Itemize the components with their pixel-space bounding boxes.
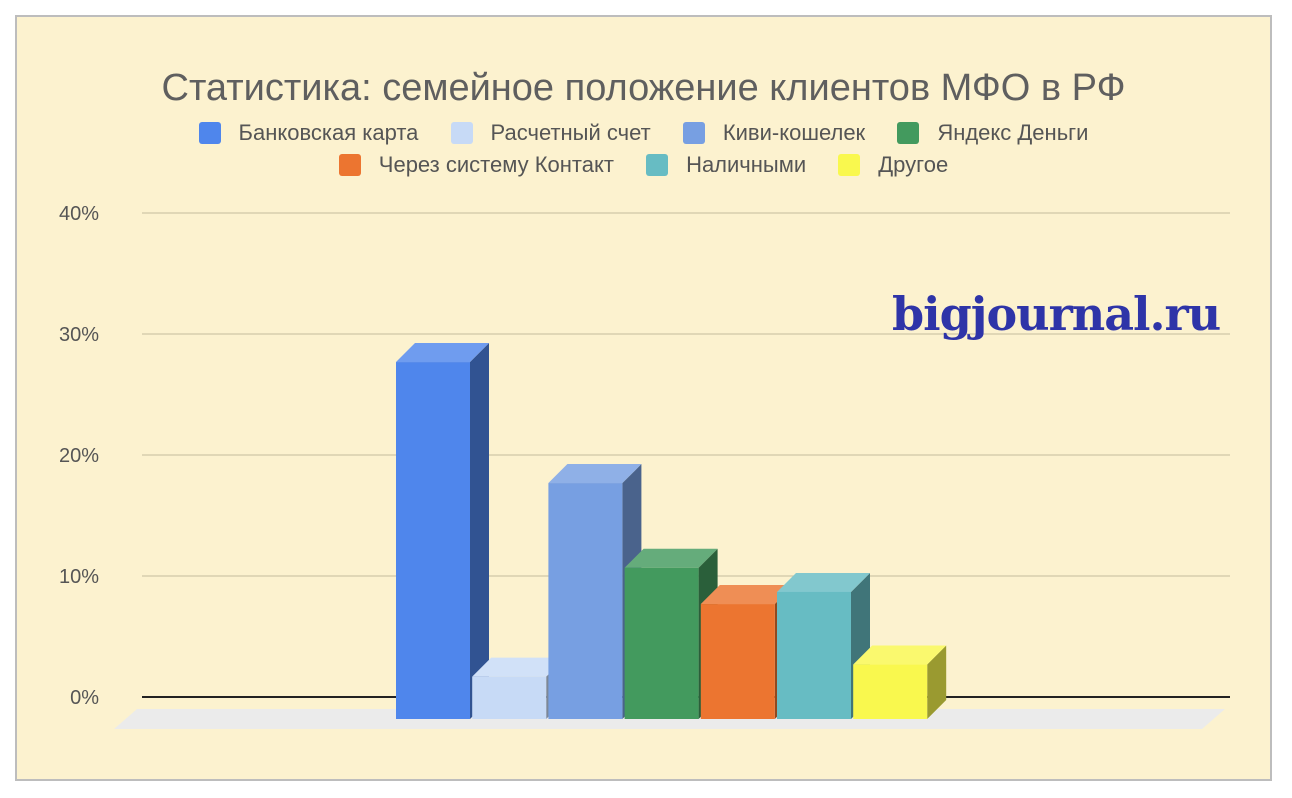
legend-swatch [198, 122, 221, 144]
bar [624, 567, 699, 719]
legend-item-contact-system: Через систему Контакт [338, 152, 614, 178]
bar-top [853, 645, 947, 665]
bar-top [700, 585, 794, 605]
plot-area: 0% 10% 20% 30% 40% [59, 203, 1230, 729]
legend-label: Киви-кошелек [722, 120, 866, 145]
chart-frame: Статистика: семейное положение клиентов … [15, 15, 1272, 781]
legend-label: Банковская карта [238, 120, 419, 145]
bar-side [470, 343, 489, 719]
bar [472, 676, 547, 719]
bar [396, 362, 470, 719]
legend-swatch [897, 122, 920, 144]
legend-item-yandex-money: Яндекс Деньги [897, 120, 1088, 146]
legend-item-settlement-account: Расчетный счет [450, 120, 651, 146]
y-tick-label: 30% [59, 324, 99, 346]
bar-top [548, 464, 642, 484]
legend-item-other: Другое [838, 152, 948, 178]
legend-label: Другое [878, 152, 949, 177]
bar [700, 604, 775, 719]
legend-label: Через систему Контакт [378, 152, 614, 177]
legend-item-qiwi-wallet: Киви-кошелек [682, 120, 866, 146]
y-tick-label: 40% [59, 203, 99, 225]
legend-item-bank-card: Банковская карта [198, 120, 419, 146]
bar-top [472, 657, 566, 677]
legend-label: Яндекс Деньги [937, 120, 1089, 145]
bar-top [624, 548, 718, 568]
bar [777, 591, 851, 719]
legend-item-cash: Наличными [646, 152, 806, 178]
bar-top [396, 343, 489, 363]
chart-title: Статистика: семейное положение клиентов … [161, 67, 1126, 109]
legend-swatch [450, 122, 473, 144]
bar [548, 483, 623, 719]
y-tick-label: 20% [59, 445, 99, 467]
legend-label: Наличными [686, 152, 807, 177]
bar-top [777, 572, 870, 592]
legend-row-2: Через систему Контакт Наличными Другое [17, 152, 1270, 178]
legend-row-1: Банковская карта Расчетный счет Киви-кош… [17, 120, 1270, 146]
bar [853, 664, 928, 719]
y-tick-label: 0% [70, 687, 99, 709]
legend-swatch [682, 122, 705, 144]
legend-label: Расчетный счет [490, 120, 651, 145]
legend-swatch [338, 154, 361, 176]
bar-side [927, 645, 947, 719]
y-tick-label: 10% [59, 566, 99, 588]
watermark: bigjournal.ru [892, 287, 1221, 341]
legend-swatch [646, 154, 669, 176]
legend-swatch [838, 154, 861, 176]
